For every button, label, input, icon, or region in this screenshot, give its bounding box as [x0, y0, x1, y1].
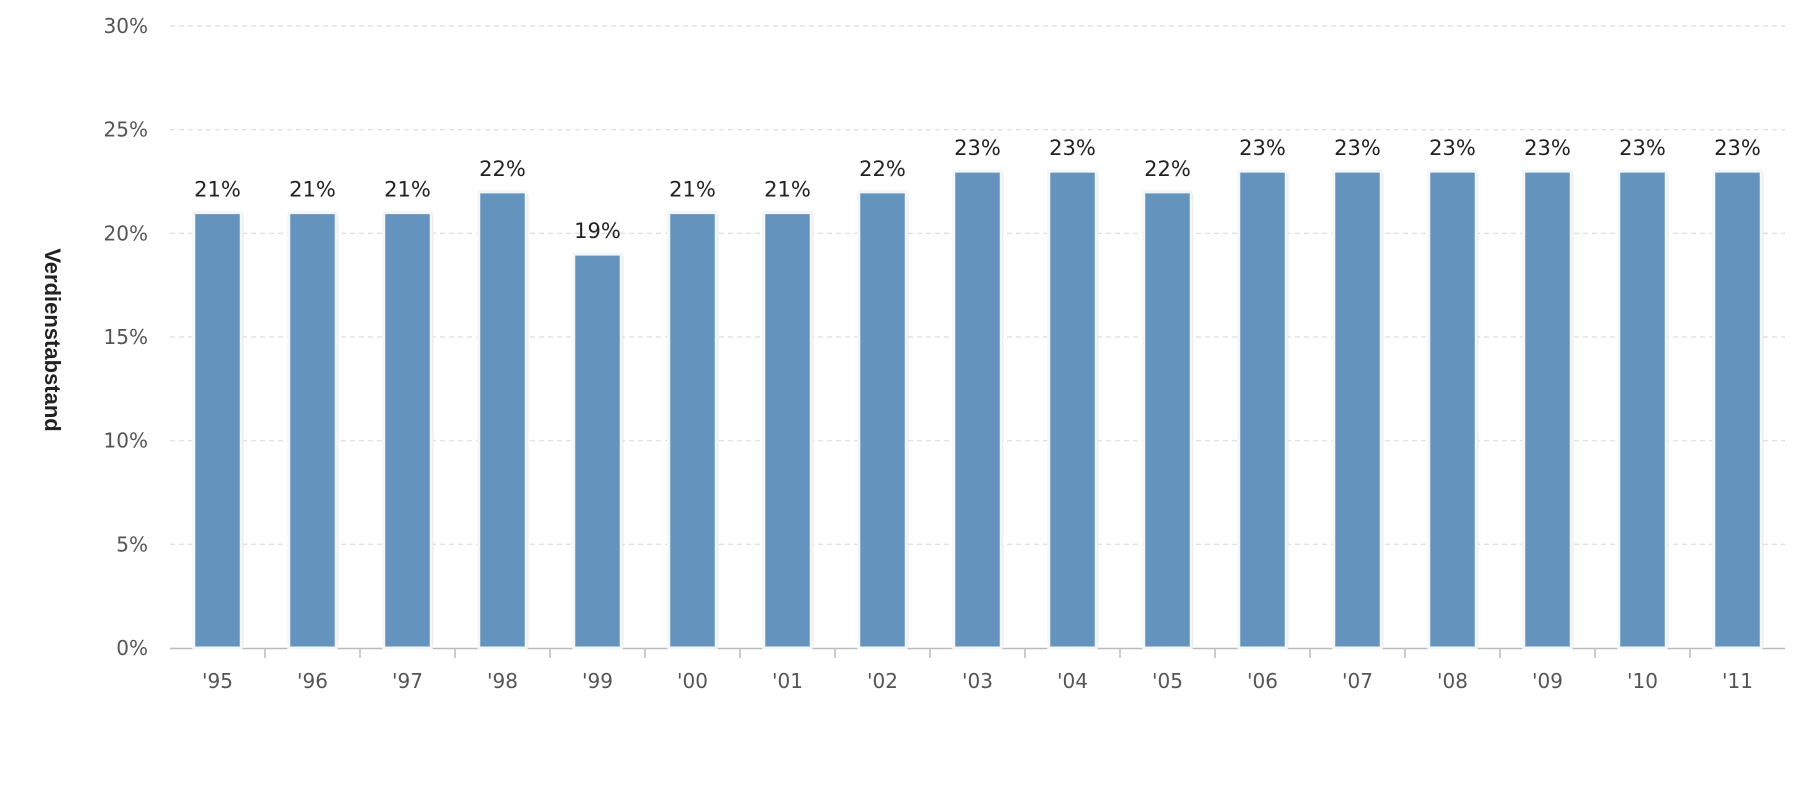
y-tick-label: 5% — [116, 532, 148, 556]
x-tick-label: '96 — [297, 669, 328, 693]
bar[interactable] — [572, 252, 623, 650]
bar[interactable] — [1047, 169, 1098, 650]
data-label: 19% — [574, 219, 621, 243]
data-label: 21% — [194, 178, 241, 202]
x-tick-label: '04 — [1057, 669, 1088, 693]
bar[interactable] — [857, 190, 908, 650]
y-tick-label: 25% — [104, 118, 148, 142]
bar[interactable] — [1332, 169, 1383, 650]
data-label: 21% — [384, 178, 431, 202]
x-tick-label: '08 — [1437, 669, 1468, 693]
data-label: 23% — [1524, 136, 1571, 160]
bar[interactable] — [477, 190, 528, 650]
bar[interactable] — [1142, 190, 1193, 650]
data-label: 22% — [1144, 157, 1191, 181]
y-axis-ticks: 0% 5% 10% 15% 20% 25% 30% — [104, 14, 148, 660]
data-label: 23% — [1619, 136, 1666, 160]
y-tick-label: 20% — [104, 221, 148, 245]
x-tick-label: '97 — [392, 669, 423, 693]
data-label: 23% — [1334, 136, 1381, 160]
bar[interactable] — [762, 211, 813, 650]
data-label: 21% — [764, 178, 811, 202]
data-label: 23% — [954, 136, 1001, 160]
x-tick-label: '10 — [1627, 669, 1658, 693]
bar[interactable] — [1522, 169, 1573, 650]
x-tick-label: '95 — [202, 669, 233, 693]
x-tick-label: '00 — [677, 669, 708, 693]
x-tick-label: '09 — [1532, 669, 1563, 693]
bar[interactable] — [287, 211, 338, 650]
bar[interactable] — [1237, 169, 1288, 650]
x-tick-label: '05 — [1152, 669, 1183, 693]
x-tick-label: '11 — [1722, 669, 1753, 693]
y-tick-label: 10% — [104, 429, 148, 453]
y-tick-label: 30% — [104, 14, 148, 38]
y-tick-label: 15% — [104, 325, 148, 349]
x-tick-label: '01 — [772, 669, 803, 693]
bars — [192, 169, 1764, 650]
x-tick-label: '99 — [582, 669, 613, 693]
y-tick-label: 0% — [116, 636, 148, 660]
data-label: 23% — [1049, 136, 1096, 160]
data-label: 21% — [669, 178, 716, 202]
x-tick-label: '07 — [1342, 669, 1373, 693]
bar[interactable] — [952, 169, 1003, 650]
x-axis-ticks: '95 '96 '97 '98 '99 '00 '01 '02 '03 '04 '05 '06 '07 '… — [202, 648, 1753, 693]
data-labels: 21% 21% 21% 22% 19% 21% 21% 22% 23% 23% 22% 23% 23% 2… — [194, 136, 1761, 243]
bar[interactable] — [667, 211, 718, 650]
data-label: 22% — [479, 157, 526, 181]
bar[interactable] — [192, 211, 243, 650]
bar[interactable] — [1617, 169, 1668, 650]
x-tick-label: '02 — [867, 669, 898, 693]
data-label: 22% — [859, 157, 906, 181]
data-label: 23% — [1714, 136, 1761, 160]
x-tick-label: '06 — [1247, 669, 1278, 693]
data-label: 21% — [289, 178, 336, 202]
bar[interactable] — [1712, 169, 1763, 650]
data-label: 23% — [1239, 136, 1286, 160]
y-axis-title: Verdienstabstand — [40, 248, 65, 431]
bar[interactable] — [382, 211, 433, 650]
bar[interactable] — [1427, 169, 1478, 650]
data-label: 23% — [1429, 136, 1476, 160]
x-tick-label: '03 — [962, 669, 993, 693]
x-tick-label: '98 — [487, 669, 518, 693]
